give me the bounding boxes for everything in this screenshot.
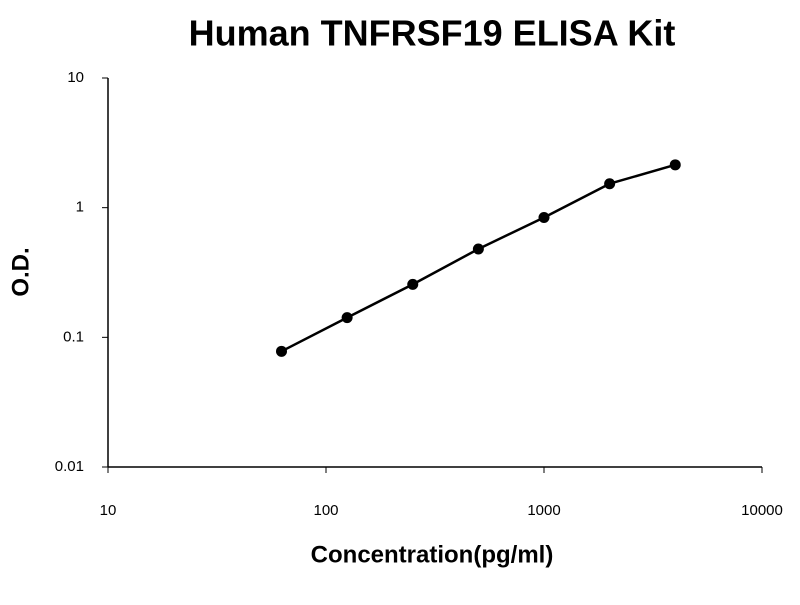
y-tick-label: 0.01 — [55, 458, 84, 475]
x-tick-label: 10000 — [741, 502, 783, 519]
y-axis-label: O.D. — [7, 247, 34, 296]
data-point — [472, 243, 484, 255]
curve — [280, 163, 676, 353]
x-axis-label: Concentration(pg/ml) — [311, 541, 554, 568]
x-tick-label: 1000 — [527, 502, 560, 519]
data-point — [341, 312, 353, 324]
data-point — [407, 278, 419, 290]
x-tick-label: 10 — [100, 502, 117, 519]
data-point — [604, 178, 616, 190]
y-tick-label: 1 — [76, 199, 84, 216]
data-point — [669, 159, 681, 171]
y-tick-label: 10 — [67, 69, 84, 86]
y-tick-label: 0.1 — [63, 328, 84, 345]
data-point — [276, 345, 288, 357]
chart-title: Human TNFRSF19 ELISA Kit — [189, 13, 676, 54]
x-tick-label: 100 — [313, 502, 338, 519]
data-point — [538, 211, 550, 223]
